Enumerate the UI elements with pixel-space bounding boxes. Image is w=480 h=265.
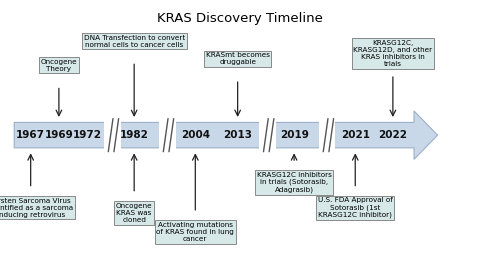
Bar [104, 117, 120, 153]
Text: KRASG12C,
KRASG12D, and other
KRAS inhibitors in
trials: KRASG12C, KRASG12D, and other KRAS inhib… [353, 40, 432, 67]
FancyArrow shape [14, 111, 438, 159]
Text: DNA Transfection to convert
normal cells to cancer cells: DNA Transfection to convert normal cells… [84, 34, 185, 47]
Bar [259, 117, 276, 153]
Text: 2004: 2004 [181, 130, 210, 140]
Text: Activating mutations
of KRAS found in lung
cancer: Activating mutations of KRAS found in lu… [156, 222, 234, 242]
Bar [319, 117, 336, 153]
Bar [158, 117, 176, 153]
Text: KRAS Discovery Timeline: KRAS Discovery Timeline [157, 12, 323, 25]
Text: KRASmt becomes
druggable: KRASmt becomes druggable [205, 52, 270, 65]
Text: 2019: 2019 [280, 130, 309, 140]
Text: Kirsten Sarcoma Virus
identified as a sarcoma
inducing retrovirus: Kirsten Sarcoma Virus identified as a sa… [0, 198, 73, 218]
Text: 1967: 1967 [16, 130, 45, 140]
Text: U.S. FDA Approval of
Sotorasib (1st
KRASG12C inhibitor): U.S. FDA Approval of Sotorasib (1st KRAS… [318, 197, 393, 218]
Text: Oncogene
KRAS was
cloned: Oncogene KRAS was cloned [116, 203, 153, 223]
Text: Oncogene
Theory: Oncogene Theory [41, 59, 77, 72]
Text: 1972: 1972 [72, 130, 102, 140]
Text: 2022: 2022 [378, 130, 408, 140]
Text: 1982: 1982 [120, 130, 149, 140]
Text: 1969: 1969 [45, 130, 73, 140]
Text: 2013: 2013 [223, 130, 252, 140]
Text: 2021: 2021 [341, 130, 370, 140]
Text: KRASG12C inhibitors
in trials (Sotorasib,
Adagrasib): KRASG12C inhibitors in trials (Sotorasib… [257, 172, 332, 193]
